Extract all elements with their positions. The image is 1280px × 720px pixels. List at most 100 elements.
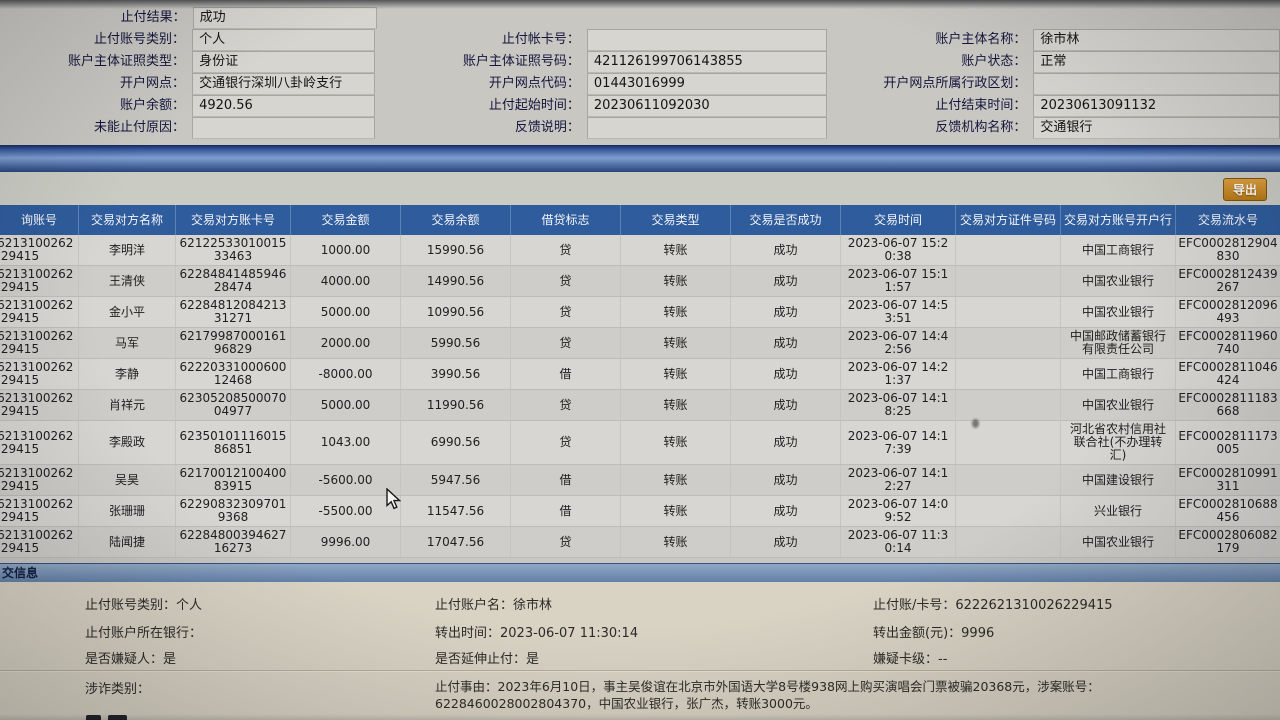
table-row[interactable]: 62226213100262 29415王清侠62284841485946284…: [0, 266, 1280, 297]
table-cell: EFC0002811173005: [1175, 421, 1280, 464]
table-cell: 借: [510, 465, 620, 495]
table-row[interactable]: 62226213100262 29415肖祥元62305208500070049…: [0, 390, 1280, 421]
table-cell: 6212253301001533463: [175, 235, 290, 265]
table-body: 62226213100262 29415 李明洋62122533010015334…: [0, 235, 1280, 558]
divider: [0, 670, 1280, 672]
table-cell: 中国工商银行: [1060, 359, 1175, 389]
feedback-field: 止付账户名：徐市林: [435, 594, 873, 613]
table-cell: 转账: [620, 328, 730, 358]
field-value: 徐市林: [1033, 29, 1280, 51]
reason-label: 止付事由：: [435, 679, 498, 694]
column-header: 交易余额: [400, 205, 510, 235]
table-row[interactable]: 62226213100262 29415马军621799870001619682…: [0, 328, 1280, 359]
table-cell: 中国农业银行: [1060, 297, 1175, 327]
table-cell: 李殿政: [78, 421, 175, 464]
table-cell: EFC0002812904830: [1175, 235, 1280, 265]
table-cell: -5500.00: [290, 496, 400, 526]
table-cell: 2023-06-07 14:53:51: [840, 297, 955, 327]
field-label: 止付账号类别：: [85, 598, 177, 613]
screen-smudge: [972, 419, 979, 428]
table-cell: 成功: [730, 359, 840, 389]
table-cell: 5000.00: [290, 390, 400, 420]
table-cell: 2023-06-07 14:18:25: [840, 390, 955, 420]
table-cell: 吴昊: [78, 465, 175, 495]
table-cell: [955, 266, 1060, 296]
field-value: [586, 117, 827, 139]
field-value: 2023-06-07 11:30:14: [500, 626, 639, 641]
feedback-field: 止付账户所在银行：: [85, 622, 435, 641]
stop-payment-reason: 止付事由：2023年6月10日，事主吴俊谊在北京市外国语大学8号楼938网上购买…: [435, 678, 1257, 712]
field-value: 个人: [176, 598, 203, 613]
table-row[interactable]: 62226213100262 29415李明洋62122533010015334…: [0, 235, 1280, 266]
table-cell: 贷: [510, 390, 620, 420]
table-cell: 转账: [620, 421, 730, 464]
table-cell: 贷: [510, 328, 620, 358]
table-cell: 2000.00: [290, 328, 400, 358]
table-row[interactable]: 62226213100262 29415陆闻捷62284800394627162…: [0, 527, 1280, 558]
table-cell: [955, 496, 1060, 526]
field-label: [827, 7, 1034, 29]
table-cell: 4000.00: [290, 266, 400, 296]
table-cell: 62226213100262 29415: [0, 466, 74, 493]
table-cell: 17047.56: [400, 527, 510, 557]
field-label: 账户主体证照号码：: [462, 54, 580, 69]
field-label: 止付结果：: [120, 10, 186, 25]
field-value: 交通银行: [1033, 117, 1280, 139]
table-cell: 2023-06-07 11:30:14: [840, 527, 955, 557]
column-header: 交易是否成功: [730, 205, 840, 235]
column-header: 询账号: [20, 212, 57, 227]
table-cell: 河北省农村信用社联合社(不办理转汇): [1060, 421, 1175, 464]
table-row[interactable]: 62226213100262 29415金小平62284812084213312…: [0, 297, 1280, 328]
table-cell: EFC0002811960740: [1175, 328, 1280, 358]
table-row[interactable]: 62226213100262 29415李殿政62350101116015868…: [0, 421, 1280, 465]
table-cell: 成功: [730, 527, 840, 557]
table-cell: 6228484148594628474: [175, 266, 290, 296]
field-value: 20230613091132: [1033, 95, 1280, 117]
column-header: 交易类型: [620, 205, 730, 235]
table-cell: 1043.00: [290, 421, 400, 464]
table-cell: 2023-06-07 14:12:27: [840, 465, 955, 495]
field-label: 账户状态：: [961, 54, 1027, 69]
table-row[interactable]: 62226213100262 29415吴昊621700121004008391…: [0, 465, 1280, 496]
table-cell: EFC0002812439267: [1175, 266, 1280, 296]
table-cell: 李明洋: [78, 235, 175, 265]
table-cell: 贷: [510, 297, 620, 327]
table-cell: 3990.56: [400, 359, 510, 389]
field-label: 转出金额(元)：: [873, 626, 962, 641]
table-cell: [955, 235, 1060, 265]
table-cell: 6990.56: [400, 421, 510, 464]
table-cell: 6228480039462716273: [175, 527, 290, 557]
export-button[interactable]: 导出: [1222, 178, 1267, 201]
table-cell: 中国邮政储蓄银行有限责任公司: [1060, 328, 1175, 358]
field-label: 开户网点代码：: [488, 76, 580, 91]
table-cell: 成功: [730, 421, 840, 464]
table-cell: 62226213100262 29415: [0, 391, 74, 418]
table-row[interactable]: 62226213100262 29415李静622203310006001246…: [0, 359, 1280, 390]
table-cell: 转账: [620, 266, 730, 296]
field-value: 4920.56: [192, 95, 376, 117]
table-cell: 肖祥元: [78, 390, 175, 420]
table-cell: 转账: [620, 297, 730, 327]
feedback-field: 嫌疑卡级：--: [873, 648, 1268, 667]
field-value: [192, 117, 376, 139]
table-cell: 2023-06-07 15:20:38: [840, 235, 955, 265]
table-row[interactable]: 62226213100262 29415张珊珊62290832309701936…: [0, 496, 1280, 527]
table-cell: 借: [510, 496, 620, 526]
table-cell: EFC0002810688456: [1175, 496, 1280, 526]
field-value: 是: [526, 652, 540, 667]
table-cell: 1000.00: [290, 235, 400, 265]
column-header: 交易流水号: [1175, 205, 1280, 235]
reason-row: 涉诈类别： 止付事由：2023年6月10日，事主吴俊谊在北京市外国语大学8号楼9…: [0, 678, 1280, 712]
field-value: 是: [163, 652, 177, 667]
field-label: 转出时间：: [435, 626, 501, 641]
field-value: 正常: [1033, 51, 1280, 73]
table-cell: 成功: [730, 297, 840, 327]
table-cell: [955, 297, 1060, 327]
table-cell: 62226213100262 29415: [0, 528, 74, 555]
table-cell: 2023-06-07 14:42:56: [840, 328, 955, 358]
table-cell: [955, 390, 1060, 420]
table-cell: 李静: [78, 359, 175, 389]
stop-payment-result-form: 止付结果： 成功 止付账号类别： 个人 止付帐卡号： 账户主体名称： 徐市林 账户主体证照类型…: [0, 0, 1280, 139]
column-header: 交易对方账卡号: [175, 205, 290, 235]
fraud-category-field: 涉诈类别：: [85, 678, 435, 697]
